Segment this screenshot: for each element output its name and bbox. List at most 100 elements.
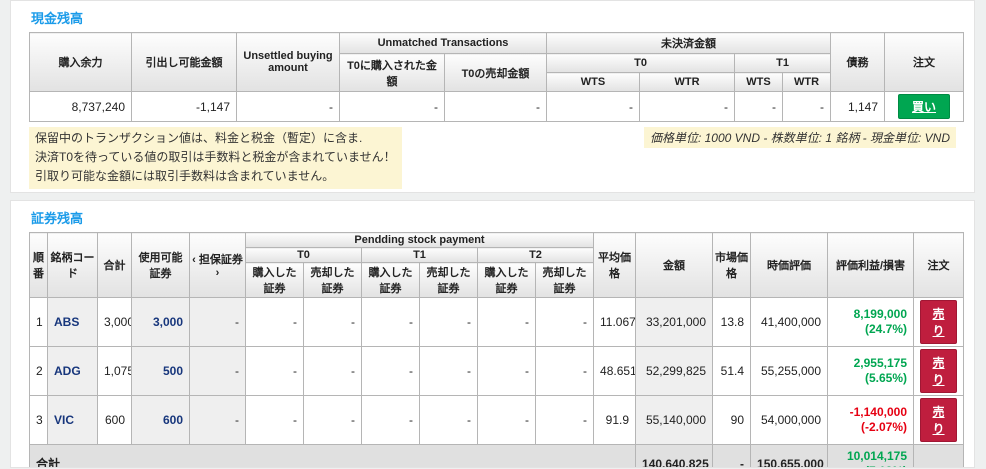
col-t1-sold: 売却した証券 [419, 262, 478, 298]
cell-total-label: 合計 [28, 444, 637, 467]
cell-t0-bought: - [245, 297, 304, 347]
cell-collateral: - [189, 346, 246, 396]
pl-value: 2,955,175 [853, 356, 908, 370]
cell-t1-wtr: - [782, 91, 832, 122]
cell-t0-wts: - [546, 91, 641, 122]
cash-balance-panel: 現金残高 購入余力 引出し可能金額 Unsettled buying amoun… [10, 0, 975, 193]
cell-debt: 1,147 [830, 91, 886, 122]
cell-avg-price: 11.067 [593, 297, 637, 347]
col-amount: 金額 [635, 232, 714, 298]
cell-t2-sold: - [534, 395, 595, 445]
pl-percent: (-2.07%) [861, 420, 908, 434]
col-t1: T1 [734, 53, 832, 73]
col-t1-wtr: WTR [782, 72, 832, 92]
col-order: 注文 [884, 32, 965, 92]
col-withdrawable: 引出し可能金額 [131, 32, 237, 92]
note-line-3: 引取り可能な金額には取引手数料は含まれていません。 [35, 169, 335, 183]
cell-no: 1 [29, 297, 48, 347]
table-row: 1 ABS 3,000 3,000 - - - - - - - 11.067 3… [29, 297, 965, 347]
cell-amount: 33,201,000 [635, 297, 714, 347]
col-t1-wts: WTS [734, 72, 784, 92]
pl-value: -1,140,000 [849, 405, 908, 419]
buy-button[interactable]: 買い [898, 94, 951, 119]
col-debt: 債務 [830, 32, 886, 92]
cash-balance-table: 購入余力 引出し可能金額 Unsettled buying amount Unm… [29, 32, 965, 122]
cell-t0-wtr: - [639, 91, 736, 122]
col-t0-group: T0 [245, 247, 362, 263]
cell-withdrawable: -1,147 [131, 91, 237, 122]
cell-t2-sold: - [534, 297, 595, 347]
col-t0-wts: WTS [546, 72, 641, 92]
stock-code-link[interactable]: ADG [47, 346, 98, 396]
pl-percent: (5.65%) [864, 371, 908, 385]
col-sold-t0: T0の売却金額 [443, 53, 548, 92]
cell-sell-order: 売り [913, 395, 965, 445]
cell-sold-t0: - [443, 91, 548, 122]
total-pl-percent: (7.12%) [834, 464, 907, 468]
col-available: 使用可能証券 [131, 232, 190, 298]
total-pl-value: 10,014,175 [846, 448, 908, 463]
cell-market-price: 13.8 [712, 297, 752, 347]
cell-t2-bought: - [477, 297, 536, 347]
cell-buying-power: 8,737,240 [29, 91, 132, 122]
col-t2-sold: 売却した証券 [534, 262, 595, 298]
col-market-price: 市場価格 [712, 232, 752, 298]
cell-t1-sold: - [419, 395, 478, 445]
cell-avg-price: 48.651 [593, 346, 637, 396]
col-bought-t0: T0に購入された金額 [339, 53, 445, 92]
cell-t2-bought: - [477, 346, 536, 396]
table-row: 3 VIC 600 600 - - - - - - - 91.9 55,140,… [29, 395, 965, 445]
cell-avg-price: 91.9 [593, 395, 637, 445]
cell-t0-bought: - [245, 346, 304, 396]
col-t1-bought: 購入した証券 [361, 262, 420, 298]
cell-market-value: 41,400,000 [750, 297, 829, 347]
cell-pl: 8,199,000 (24.7%) [827, 297, 915, 347]
cell-bought-t0: - [339, 91, 445, 122]
cell-available: 500 [131, 346, 190, 396]
sell-button[interactable]: 売り [920, 349, 958, 393]
cell-t1-bought: - [361, 297, 420, 347]
sell-button[interactable]: 売り [920, 300, 958, 344]
col-no: 順番 [29, 232, 48, 298]
cell-sell-order: 売り [913, 297, 965, 347]
cell-total-amount: 140,640,825 [635, 444, 714, 467]
sell-button[interactable]: 売り [920, 398, 958, 442]
stock-code-link[interactable]: ABS [47, 297, 98, 347]
cash-balance-row: 8,737,240 -1,147 - - - - - - - 1,147 買い [29, 91, 965, 122]
total-row: 合計 140,640,825 - 150,655,000 10,014,175 … [28, 444, 965, 468]
cell-no: 2 [29, 346, 48, 396]
notes-area: 保留中のトランザクション値は、料金と税金（暫定）に含ま. 決済T0を待っている値… [29, 127, 956, 189]
col-t0-bought: 購入した証券 [245, 262, 304, 298]
cell-market-value: 55,255,000 [750, 346, 829, 396]
cell-t1-wts: - [734, 91, 784, 122]
cell-t0-sold: - [303, 346, 362, 396]
cell-collateral: - [189, 395, 246, 445]
cell-total-pl: 10,014,175 (7.12%) [827, 444, 915, 468]
stock-balance-title: 証券残高 [31, 211, 84, 226]
col-buying-power: 購入余力 [29, 32, 132, 92]
col-t0-sold: 売却した証券 [303, 262, 362, 298]
cell-t0-sold: - [303, 297, 362, 347]
col-t0-wtr: WTR [639, 72, 736, 92]
col-pending-amount: 未決済金額 [546, 32, 832, 54]
cell-t1-sold: - [419, 297, 478, 347]
cell-t1-sold: - [419, 346, 478, 396]
cell-amount: 55,140,000 [635, 395, 714, 445]
col-market-value: 時価評価 [750, 232, 829, 298]
col-pending-stock-payment: Pendding stock payment [244, 232, 595, 248]
col-stock-code: 銘柄コード [47, 232, 98, 298]
cell-amount: 52,299,825 [635, 346, 714, 396]
cell-total-market-price: - [712, 444, 752, 467]
col-t1-group: T1 [361, 247, 478, 263]
cell-no: 3 [29, 395, 48, 445]
col-t2-group: T2 [476, 247, 595, 263]
cell-buy-order: 買い [884, 91, 965, 122]
cell-t1-bought: - [361, 395, 420, 445]
cell-total: 600 [97, 395, 132, 445]
stock-balance-table: 順番 銘柄コード 合計 使用可能証券 ‹ 担保証券 › Pendding sto… [28, 232, 965, 468]
stock-code-link[interactable]: VIC [47, 395, 98, 445]
cell-t0-bought: - [245, 395, 304, 445]
pl-value: 8,199,000 [853, 307, 908, 321]
col-pl: 評価利益/損害 [827, 232, 915, 298]
cell-t0-sold: - [303, 395, 362, 445]
